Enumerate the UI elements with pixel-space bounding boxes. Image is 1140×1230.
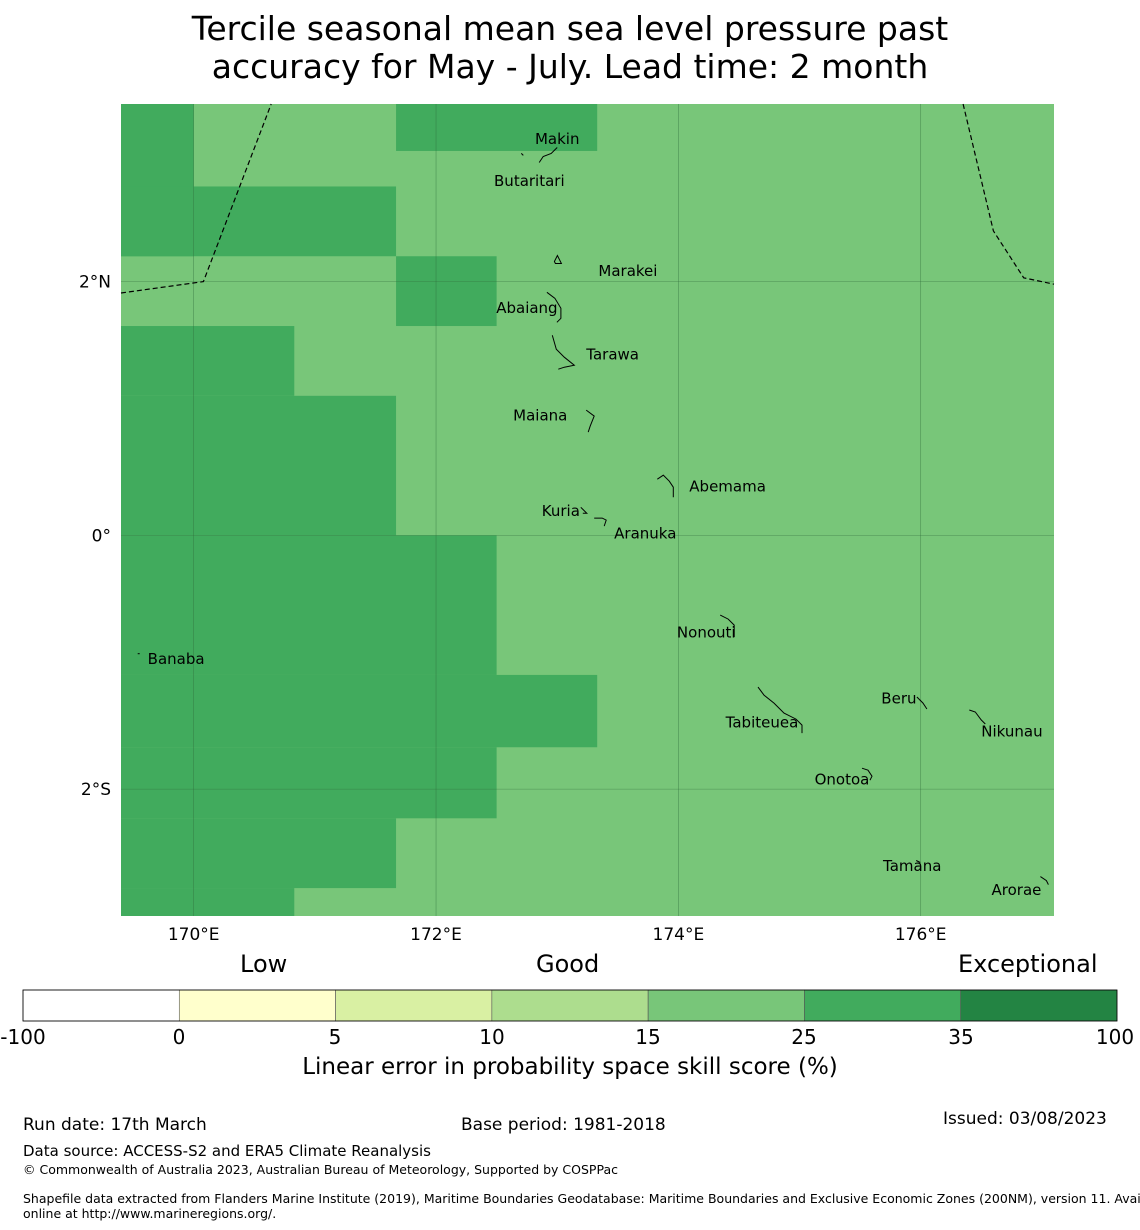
colorbar-segment <box>22 989 180 1022</box>
place-label-tabiteuea: Tabiteuea <box>725 714 799 732</box>
island-outline-icon <box>546 291 562 323</box>
island-outline-icon <box>969 709 986 725</box>
skill-map: Makin Butaritari Marakei Abaiang Tarawa Maian… <box>22 103 1118 1022</box>
island-outline-icon <box>580 506 589 514</box>
place-label-tarawa: Tarawa <box>585 346 639 364</box>
colorbar-tick-label: 35 <box>948 1025 974 1049</box>
colorbar-segment <box>647 989 805 1022</box>
island-outline-icon <box>1040 876 1049 885</box>
base-period: Base period: 1981-2018 <box>461 1115 666 1135</box>
skill-cell-25-35 <box>121 186 397 257</box>
colorbar-segment <box>960 989 1118 1022</box>
island-outline-icon <box>915 860 921 863</box>
legend-category-exceptional: Exceptional <box>958 950 1098 978</box>
island-outline-icon <box>594 517 607 527</box>
latitude-tick-label: 2°S <box>81 780 111 800</box>
place-label-marakei: Marakei <box>598 262 657 280</box>
longitude-tick-label: 172°E <box>410 925 462 945</box>
skill-cell-25-35 <box>396 104 598 151</box>
colorbar-segment <box>335 989 493 1022</box>
island-outline-icon <box>538 147 558 163</box>
colorbar-segment <box>491 989 649 1022</box>
colorbar-frame <box>22 989 1118 1022</box>
latitude-tick-label: 0° <box>92 526 111 546</box>
issued-date: Issued: 03/08/2023 <box>943 1109 1107 1129</box>
maritime-boundary <box>962 103 1055 285</box>
island-outline-icon <box>916 696 928 710</box>
map-title-line-2: accuracy for May - July. Lead time: 2 mo… <box>211 47 929 86</box>
island-outline-icon <box>861 767 873 781</box>
colorbar-segment <box>178 989 336 1022</box>
skill-cell-25-35 <box>121 888 295 916</box>
island-outline-icon <box>657 474 674 498</box>
copyright: © Commonwealth of Australia 2023, Austra… <box>23 1162 618 1177</box>
skill-cell-25-35 <box>121 818 397 889</box>
colorbar-tick-label: -100 <box>0 1025 46 1049</box>
place-label-abaiang: Abaiang <box>496 299 557 317</box>
skill-cell-25-35 <box>121 535 497 675</box>
island-outline-icon <box>585 409 595 433</box>
place-label-maiana: Maiana <box>513 407 567 425</box>
legend-category-good: Good <box>536 950 600 978</box>
data-source: Data source: ACCESS-S2 and ERA5 Climate … <box>23 1142 431 1160</box>
place-label-onotoa: Onotoa <box>815 771 870 789</box>
place-label-beru: Beru <box>881 690 916 708</box>
latitude-tick-label: 2°N <box>79 273 111 293</box>
colorbar-tick-label: 0 <box>172 1025 186 1049</box>
place-label-arorae: Arorae <box>992 881 1042 899</box>
place-label-kuria: Kuria <box>542 502 580 520</box>
island-outline-icon <box>551 335 576 370</box>
place-label-makin: Makin <box>535 130 580 148</box>
colorbar-tick-label: 100 <box>1095 1025 1135 1049</box>
legend-category-low: Low <box>240 950 288 978</box>
place-label-tamana: Tamana <box>882 857 941 875</box>
run-date: Run date: 17th March <box>23 1115 207 1135</box>
island-outline-icon <box>719 614 735 638</box>
colorbar-tick-label: 5 <box>328 1025 342 1049</box>
map-title-line-1: Tercile seasonal mean sea level pressure… <box>191 9 949 48</box>
place-label-nonouti: Nonouti <box>677 624 736 642</box>
island-outline-icon <box>520 153 524 156</box>
island-outline-icon <box>757 686 803 734</box>
colorbar-label: Linear error in probability space skill … <box>302 1054 838 1080</box>
colorbar-tick-label: 25 <box>791 1025 817 1049</box>
longitude-tick-label: 170°E <box>168 925 220 945</box>
longitude-tick-label: 176°E <box>895 925 947 945</box>
skill-cell-25-35 <box>121 326 295 396</box>
place-label-aranuka: Aranuka <box>614 525 676 543</box>
colorbar-tick-label: 15 <box>635 1025 661 1049</box>
skill-cell-25-35 <box>121 747 497 819</box>
shapefile-credit-line-2: online at http://www.marineregions.org/. <box>23 1206 277 1221</box>
place-label-abemama: Abemama <box>689 478 766 496</box>
shapefile-credit-line-1: Shapefile data extracted from Flanders M… <box>23 1191 1140 1206</box>
place-label-butaritari: Butaritari <box>494 172 565 190</box>
colorbar-segment <box>804 989 962 1022</box>
longitude-tick-label: 174°E <box>653 925 705 945</box>
place-label-banaba: Banaba <box>148 650 205 668</box>
place-label-nikunau: Nikunau <box>981 723 1042 741</box>
island-outline-icon <box>553 254 563 264</box>
colorbar-tick-label: 10 <box>479 1025 505 1049</box>
skill-cell-25-35 <box>121 395 397 536</box>
maritime-boundary <box>120 103 272 294</box>
skill-cell-25-35 <box>396 256 497 327</box>
skill-cell-25-35 <box>121 674 598 748</box>
map-title: Tercile seasonal mean sea level pressure… <box>0 10 1140 86</box>
